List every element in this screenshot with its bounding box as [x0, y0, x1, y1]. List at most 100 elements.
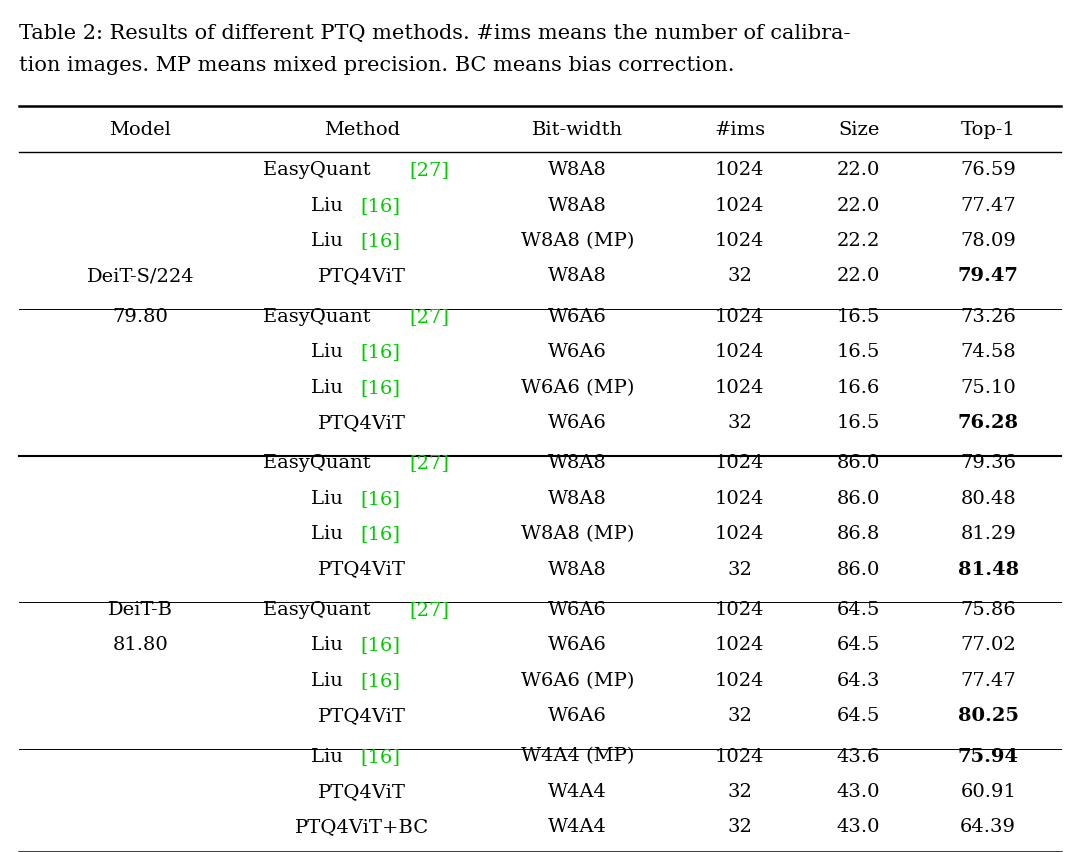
Text: [16]: [16] [361, 525, 401, 544]
Text: 75.94: 75.94 [958, 747, 1018, 766]
Text: 77.47: 77.47 [960, 197, 1016, 215]
Text: 79.47: 79.47 [958, 268, 1018, 285]
Text: 16.5: 16.5 [837, 414, 880, 432]
Text: W8A8: W8A8 [549, 161, 607, 180]
Text: [27]: [27] [409, 601, 449, 619]
Text: 1024: 1024 [715, 747, 765, 766]
Text: 22.0: 22.0 [837, 197, 880, 215]
Text: 1024: 1024 [715, 378, 765, 397]
Text: 1024: 1024 [715, 671, 765, 690]
Text: [27]: [27] [409, 161, 449, 180]
Text: DeiT-S/224: DeiT-S/224 [86, 268, 194, 285]
Text: 86.0: 86.0 [837, 454, 880, 473]
Text: 81.80: 81.80 [112, 636, 168, 654]
Text: W8A8: W8A8 [549, 268, 607, 285]
Text: W6A6: W6A6 [549, 308, 607, 326]
Text: 1024: 1024 [715, 161, 765, 180]
Text: Liu: Liu [311, 636, 350, 654]
Text: Top-1: Top-1 [961, 120, 1015, 139]
Text: 1024: 1024 [715, 636, 765, 654]
Text: 81.29: 81.29 [960, 525, 1016, 544]
Text: #ims: #ims [714, 120, 766, 139]
Text: 1024: 1024 [715, 197, 765, 215]
Text: W8A8: W8A8 [549, 490, 607, 508]
Text: W8A8: W8A8 [549, 197, 607, 215]
Text: [16]: [16] [361, 747, 401, 766]
Text: DeiT-B: DeiT-B [108, 601, 173, 619]
Text: 43.0: 43.0 [837, 818, 880, 837]
Text: 1024: 1024 [715, 232, 765, 250]
Text: [16]: [16] [361, 343, 401, 361]
Text: PTQ4ViT: PTQ4ViT [318, 707, 406, 725]
Text: 1024: 1024 [715, 601, 765, 619]
Text: 32: 32 [727, 818, 753, 837]
Text: 64.39: 64.39 [960, 818, 1016, 837]
Text: [27]: [27] [409, 454, 449, 473]
Text: 80.48: 80.48 [960, 490, 1016, 508]
Text: PTQ4ViT: PTQ4ViT [318, 414, 406, 432]
Text: [16]: [16] [361, 232, 401, 250]
Text: PTQ4ViT: PTQ4ViT [318, 561, 406, 579]
Text: W8A8: W8A8 [549, 561, 607, 579]
Text: W8A8 (MP): W8A8 (MP) [522, 525, 634, 544]
Text: PTQ4ViT: PTQ4ViT [318, 268, 406, 285]
Text: 78.09: 78.09 [960, 232, 1016, 250]
Text: Liu: Liu [311, 197, 350, 215]
Text: EasyQuant: EasyQuant [262, 454, 377, 473]
Text: 32: 32 [727, 268, 753, 285]
Text: W8A8 (MP): W8A8 (MP) [522, 232, 634, 250]
Text: W4A4: W4A4 [549, 783, 607, 801]
Text: [16]: [16] [361, 671, 401, 690]
Text: 43.0: 43.0 [837, 783, 880, 801]
Text: 32: 32 [727, 707, 753, 725]
Text: [16]: [16] [361, 378, 401, 397]
Text: Size: Size [838, 120, 879, 139]
Text: 16.6: 16.6 [837, 378, 880, 397]
Text: 74.58: 74.58 [960, 343, 1016, 361]
Text: W6A6 (MP): W6A6 (MP) [522, 671, 634, 690]
Text: W6A6: W6A6 [549, 414, 607, 432]
Text: 22.0: 22.0 [837, 268, 880, 285]
Text: 73.26: 73.26 [960, 308, 1016, 326]
Text: 16.5: 16.5 [837, 308, 880, 326]
Text: 76.59: 76.59 [960, 161, 1016, 180]
Text: W6A6: W6A6 [549, 601, 607, 619]
Text: Liu: Liu [311, 671, 350, 690]
Text: 75.10: 75.10 [960, 378, 1016, 397]
Text: W6A6: W6A6 [549, 707, 607, 725]
Text: Liu: Liu [311, 378, 350, 397]
Text: EasyQuant: EasyQuant [262, 161, 377, 180]
Text: Table 2: Results of different PTQ methods. #ims means the number of calibra-: Table 2: Results of different PTQ method… [19, 24, 851, 43]
Text: [16]: [16] [361, 636, 401, 654]
Text: PTQ4ViT: PTQ4ViT [318, 783, 406, 801]
Text: tion images. MP means mixed precision. BC means bias correction.: tion images. MP means mixed precision. B… [19, 56, 735, 75]
Text: W4A4 (MP): W4A4 (MP) [522, 747, 634, 766]
Text: Liu: Liu [311, 525, 350, 544]
Text: W8A8: W8A8 [549, 454, 607, 473]
Text: Liu: Liu [311, 747, 350, 766]
Text: 1024: 1024 [715, 308, 765, 326]
Text: 76.28: 76.28 [958, 414, 1018, 432]
Text: 1024: 1024 [715, 490, 765, 508]
Text: 22.0: 22.0 [837, 161, 880, 180]
Text: 64.3: 64.3 [837, 671, 880, 690]
Text: 1024: 1024 [715, 525, 765, 544]
Text: 79.36: 79.36 [960, 454, 1016, 473]
Text: Liu: Liu [311, 232, 350, 250]
Text: EasyQuant: EasyQuant [262, 308, 377, 326]
Text: 43.6: 43.6 [837, 747, 880, 766]
Text: 86.0: 86.0 [837, 561, 880, 579]
Text: 75.86: 75.86 [960, 601, 1016, 619]
Text: W6A6 (MP): W6A6 (MP) [522, 378, 634, 397]
Text: W6A6: W6A6 [549, 636, 607, 654]
Text: 77.47: 77.47 [960, 671, 1016, 690]
Text: [16]: [16] [361, 197, 401, 215]
Text: Model: Model [109, 120, 172, 139]
Text: Bit-width: Bit-width [532, 120, 623, 139]
Text: W6A6: W6A6 [549, 343, 607, 361]
Text: 32: 32 [727, 783, 753, 801]
Text: 86.0: 86.0 [837, 490, 880, 508]
Text: 86.8: 86.8 [837, 525, 880, 544]
Text: 16.5: 16.5 [837, 343, 880, 361]
Text: 1024: 1024 [715, 454, 765, 473]
